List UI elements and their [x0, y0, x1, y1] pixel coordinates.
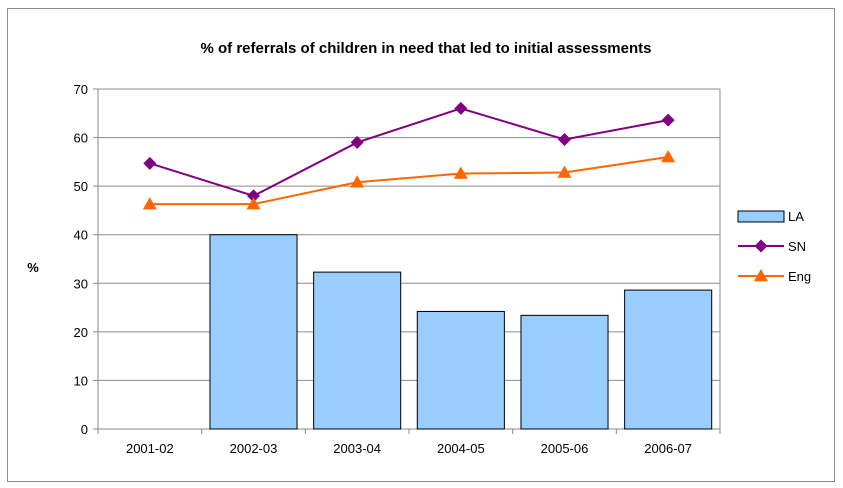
y-axis: 0 10 20 30 40 50 60 70 — [74, 82, 98, 437]
chart-title: % of referrals of children in need that … — [201, 40, 652, 57]
y-tick-label: 50 — [74, 179, 88, 194]
bar-la — [210, 235, 297, 429]
x-axis: 2001-02 2002-03 2003-04 2004-05 2005-06 2006-… — [98, 429, 720, 456]
legend-label-la: LA — [788, 209, 804, 224]
legend-label-eng: Eng — [788, 269, 811, 284]
chart-svg: % of referrals of children in need that … — [8, 9, 836, 483]
y-tick-label: 40 — [74, 228, 88, 243]
chart-area: % of referrals of children in need that … — [7, 8, 835, 482]
y-tick-label: 60 — [74, 131, 88, 146]
x-tick-label: 2003-04 — [333, 441, 381, 456]
x-tick-label: 2002-03 — [230, 441, 278, 456]
legend-label-sn: SN — [788, 239, 806, 254]
y-tick-label: 70 — [74, 82, 88, 97]
legend-swatch-la — [738, 211, 784, 222]
bar-la — [417, 311, 504, 429]
y-tick-label: 0 — [81, 422, 88, 437]
x-tick-label: 2004-05 — [437, 441, 485, 456]
bar-la — [625, 290, 712, 429]
bar-la — [521, 315, 608, 429]
x-tick-label: 2001-02 — [126, 441, 174, 456]
y-tick-label: 10 — [74, 373, 88, 388]
x-tick-label: 2005-06 — [541, 441, 589, 456]
legend-marker-sn — [755, 240, 768, 253]
bar-la — [314, 272, 401, 429]
y-tick-label: 30 — [74, 276, 88, 291]
legend: LA SN Eng — [738, 209, 811, 284]
y-tick-label: 20 — [74, 325, 88, 340]
x-tick-label: 2006-07 — [644, 441, 692, 456]
y-axis-label: % — [27, 260, 39, 275]
